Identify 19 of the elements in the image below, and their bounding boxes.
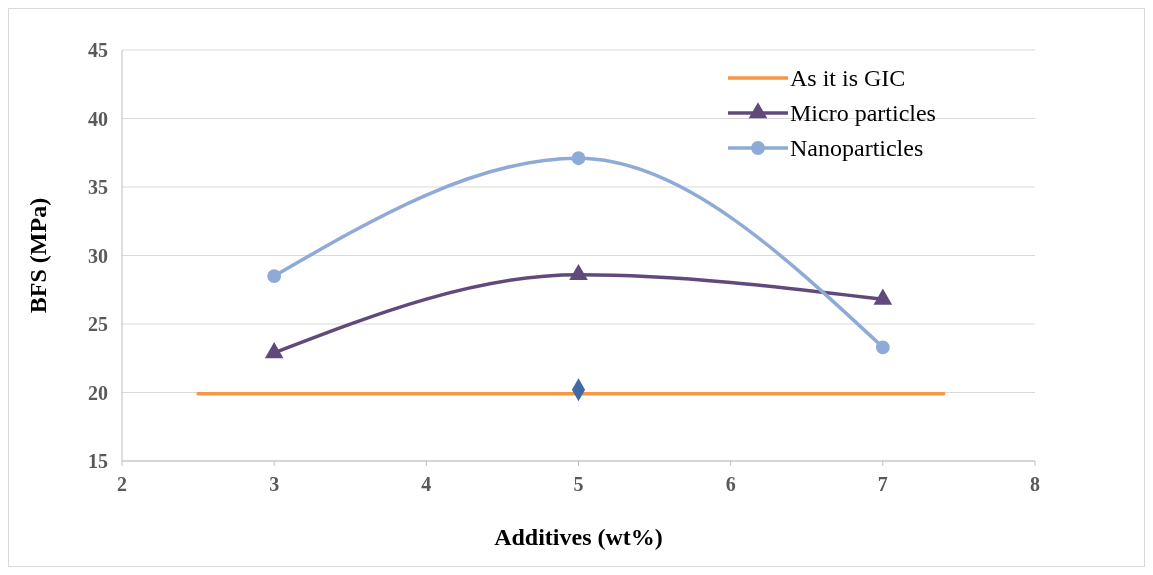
y-tick-label: 30 bbox=[88, 244, 108, 267]
x-tick-label: 3 bbox=[269, 473, 280, 495]
y-tick-label: 40 bbox=[88, 107, 108, 130]
y-tick-label: 25 bbox=[88, 313, 108, 335]
x-tick-label: 7 bbox=[877, 473, 888, 495]
x-tick-label: 4 bbox=[421, 473, 432, 495]
x-axis-title: Additives (wt%) bbox=[494, 524, 663, 550]
y-axis-title: BFS (MPa) bbox=[25, 197, 51, 314]
x-tick-label: 8 bbox=[1030, 473, 1040, 495]
x-tick-label: 6 bbox=[725, 473, 736, 495]
x-tick-label: 2 bbox=[117, 473, 127, 495]
legend-label: Micro particles bbox=[790, 100, 936, 126]
y-tick-label: 20 bbox=[88, 381, 108, 404]
y-tick-label: 35 bbox=[88, 176, 108, 198]
legend-label: Nanoparticles bbox=[790, 135, 924, 161]
y-tick-label: 15 bbox=[88, 450, 108, 472]
legend-label: As it is GIC bbox=[790, 65, 906, 91]
x-tick-label: 5 bbox=[573, 473, 584, 495]
y-tick-label: 45 bbox=[88, 39, 108, 61]
